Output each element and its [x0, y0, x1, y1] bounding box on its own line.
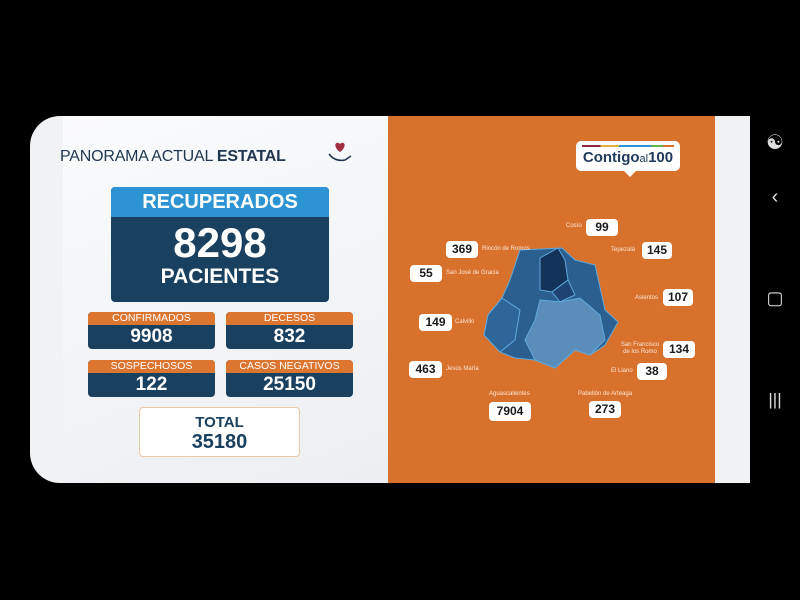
count-calvillo: 149 [419, 314, 452, 331]
count-rincon-de-romos: 369 [446, 241, 478, 258]
stat-confirmados: CONFIRMADOS 9908 [88, 312, 215, 349]
label-tepezala: Tepezalá [611, 247, 636, 253]
recuperados-label: RECUPERADOS [111, 187, 329, 217]
count-aguascalientes: 7904 [489, 402, 531, 421]
total-box: TOTAL 35180 [139, 407, 300, 457]
count-jesus-maria: 463 [409, 361, 442, 378]
count-san-jose-de-gracia: 55 [410, 265, 442, 282]
count-asientos: 107 [663, 289, 693, 306]
recents-icon[interactable]: ||| [768, 390, 782, 409]
count-san-francisco-de-los-romo: 134 [663, 341, 695, 358]
count-cosio: 99 [586, 219, 618, 236]
stat-label: DECESOS [226, 312, 353, 325]
label-el-llano: El Llano [611, 368, 633, 374]
hands-heart-icon [328, 142, 352, 162]
label-calvillo: Calvillo [455, 319, 475, 325]
page-title: PANORAMA ACTUAL ESTATAL [60, 148, 286, 166]
title-light: PANORAMA ACTUAL [60, 148, 213, 165]
label-pabellon-de-arteaga: Pabellón de Arteaga [578, 391, 633, 397]
total-label: TOTAL [195, 414, 244, 431]
recuperados-unit: PACIENTES [160, 265, 280, 288]
map-region-aguascalientes [524, 297, 606, 369]
title-bold: ESTATAL [216, 148, 286, 165]
accessibility-icon[interactable]: ☯ [766, 132, 784, 154]
label-san-jose-de-gracia: San José de Gracia [446, 270, 499, 276]
label-san-francisco-de-los-romo: San Francisco de los Romo [620, 342, 660, 355]
stat-label: CASOS NEGATIVOS [226, 360, 353, 373]
label-cosio: Cosío [566, 223, 582, 229]
stat-value: 832 [273, 326, 306, 347]
label-asientos: Asientos [635, 295, 659, 301]
recuperados-value: 8298 [173, 219, 267, 266]
home-icon[interactable]: ▢ [766, 288, 784, 308]
aguascalientes-map [483, 247, 619, 369]
label-jesus-maria: Jesús María [446, 366, 479, 372]
stat-label: CONFIRMADOS [88, 312, 215, 325]
count-pabellon-de-arteaga: 273 [589, 401, 621, 418]
count-el-llano: 38 [637, 363, 667, 380]
count-tepezala: 145 [642, 242, 672, 259]
total-value: 35180 [191, 431, 248, 453]
back-icon[interactable]: ‹ [771, 186, 779, 208]
contigo-al-100-logo: Contigoal100 [576, 141, 680, 177]
stat-label: SOSPECHOSOS [88, 360, 215, 373]
stat-value: 9908 [130, 326, 173, 347]
stat-decesos: DECESOS 832 [226, 312, 353, 349]
recuperados-box: RECUPERADOS 8298 PACIENTES [111, 187, 329, 302]
stat-value: 122 [135, 374, 168, 395]
label-aguascalientes: Aguascalientes [489, 391, 530, 397]
stat-value: 25150 [263, 374, 316, 395]
stat-casos-negativos: CASOS NEGATIVOS 25150 [226, 360, 353, 397]
stat-sospechosos: SOSPECHOSOS 122 [88, 360, 215, 397]
label-rincon-de-romos: Rincón de Romos [482, 246, 530, 252]
